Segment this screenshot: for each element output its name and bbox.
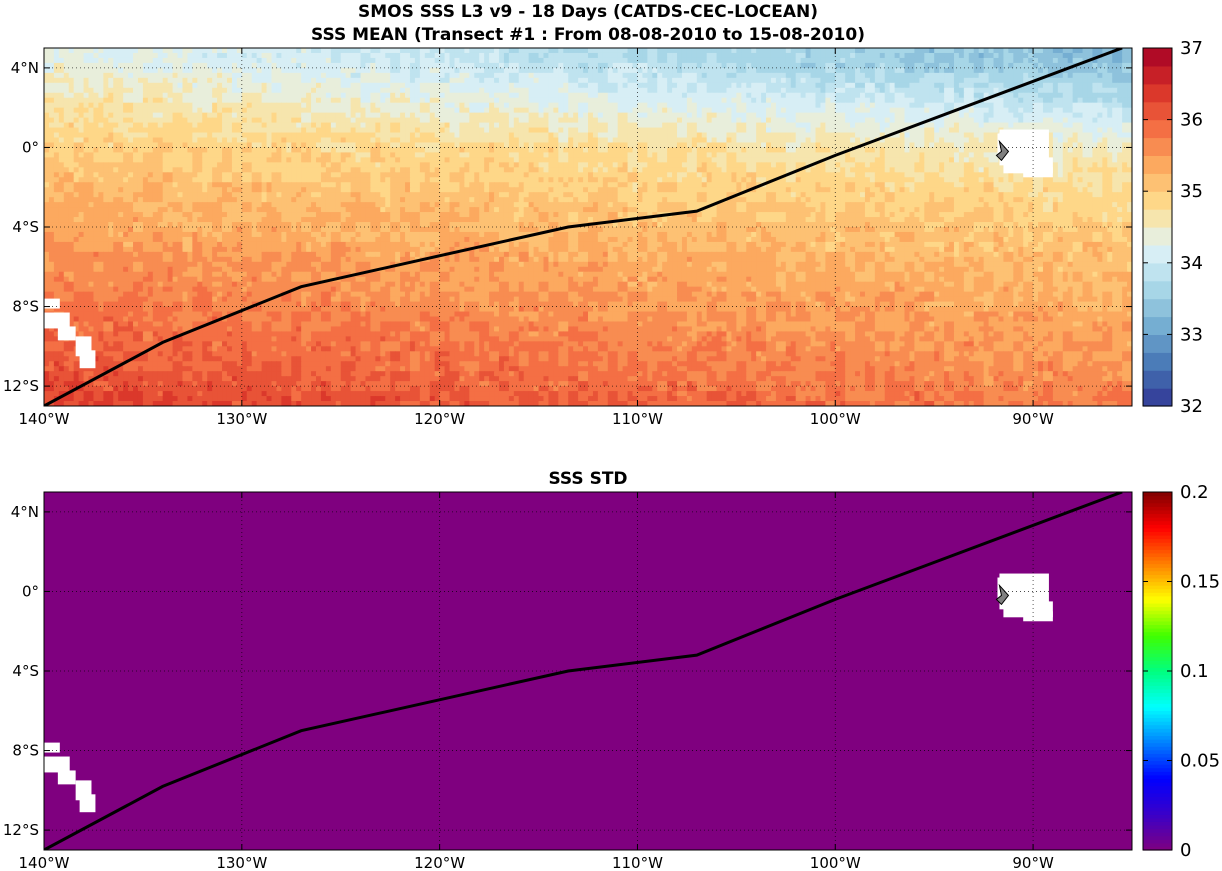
y-tick-label: 12°S <box>3 377 39 395</box>
x-tick-label: 100°W <box>810 854 861 871</box>
y-tick-label: 0° <box>22 582 39 600</box>
x-tick-label: 120°W <box>414 854 465 871</box>
missing-data-patch <box>79 350 96 369</box>
colorbar-tick-label: 33 <box>1180 324 1203 345</box>
sss-mean-colorbar: 32 33 34 35 36 37 <box>1142 38 1203 417</box>
x-tick-label: 110°W <box>612 410 663 428</box>
x-tick-label: 140°W <box>19 410 70 428</box>
missing-data-patch <box>79 794 96 813</box>
map-field <box>44 48 1132 406</box>
y-tick-label: 8°S <box>12 298 39 316</box>
missing-data-patch <box>44 756 70 773</box>
panel1-title: SSS MEAN (Transect #1 : From 08-08-2010 … <box>311 25 865 45</box>
missing-data-patch <box>57 770 76 785</box>
x-tick-label: 90°W <box>1012 410 1054 428</box>
galapagos-island <box>995 139 1010 162</box>
colorbar-tick-label: 0.2 <box>1180 482 1209 503</box>
sss-std-colorbar: 0 0.05 0.1 0.15 0.2 <box>1142 482 1220 861</box>
colorbar-tick-label: 34 <box>1180 253 1203 274</box>
colorbar-tick-label: 0.05 <box>1180 751 1220 772</box>
missing-data-patch <box>1023 167 1053 178</box>
y-tick-label: 4°N <box>11 59 39 77</box>
colorbar-frame <box>1142 47 1173 407</box>
x-tick-label: 120°W <box>414 410 465 428</box>
x-tick-label: 90°W <box>1012 854 1054 871</box>
colorbar-tick-label: 35 <box>1180 181 1203 202</box>
missing-data-patch <box>44 298 60 309</box>
y-tick-label: 4°S <box>12 662 39 680</box>
missing-data-patch <box>1023 611 1053 622</box>
galapagos-island <box>995 583 1010 606</box>
panel2-title: SSS STD <box>548 469 627 489</box>
sss-mean-map: 140°W 130°W 120°W 110°W 100°W 90°W 4°N 0° 4°S 8°S… <box>3 47 1133 428</box>
transect-line <box>44 48 1123 406</box>
colorbar-tick-label: 0.1 <box>1180 661 1209 682</box>
y-tick-label: 12°S <box>3 821 39 839</box>
x-tick-label: 100°W <box>810 410 861 428</box>
colorbar-tick-label: 37 <box>1180 38 1203 59</box>
colorbar-tick-label: 0 <box>1180 840 1191 861</box>
gridlines <box>43 492 1132 850</box>
y-tick-label: 4°S <box>12 218 39 236</box>
colorbar-tick-label: 0.15 <box>1180 572 1220 593</box>
missing-data-patch <box>44 312 70 329</box>
transect-line <box>44 492 1123 850</box>
y-tick-label: 8°S <box>12 742 39 760</box>
figure-title: SMOS SSS L3 v9 - 18 Days (CATDS-CEC-LOCE… <box>358 2 818 22</box>
x-tick-label: 110°W <box>612 854 663 871</box>
colorbar-tick-label: 36 <box>1180 110 1203 131</box>
x-tick-label: 130°W <box>216 410 267 428</box>
y-tick-label: 4°N <box>11 503 39 521</box>
missing-data-patch <box>57 326 76 341</box>
x-tick-label: 140°W <box>19 854 70 871</box>
colorbar-tick-label: 32 <box>1180 396 1203 417</box>
gridlines <box>43 48 1132 406</box>
x-tick-label: 130°W <box>216 854 267 871</box>
y-tick-label: 0° <box>22 138 39 156</box>
sss-std-map: 140°W 130°W 120°W 110°W 100°W 90°W 4°N 0° 4°S 8°S… <box>3 491 1133 871</box>
missing-data-patch <box>44 742 60 753</box>
